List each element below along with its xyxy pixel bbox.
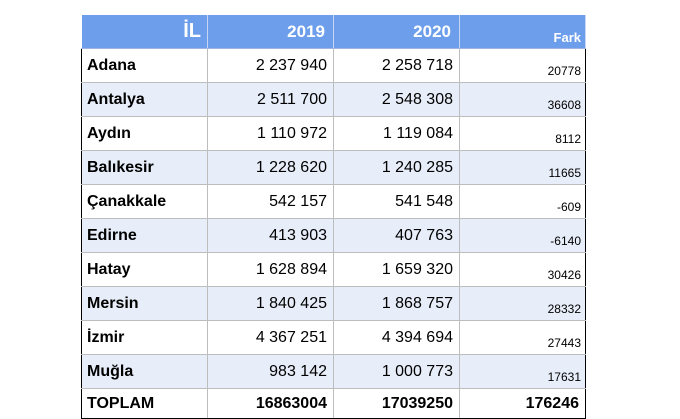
cell-2019[interactable]: 1 628 894 bbox=[207, 252, 334, 287]
cell-fark[interactable]: -609 bbox=[459, 184, 586, 219]
cell-2020[interactable]: 1 868 757 bbox=[333, 286, 460, 321]
table-row: Aydın 1 110 972 1 119 084 8112 bbox=[81, 116, 586, 151]
total-row: TOPLAM 16863004 17039250 176246 bbox=[81, 388, 586, 419]
cell-il[interactable]: Muğla bbox=[81, 354, 208, 389]
cell-fark[interactable]: 30426 bbox=[459, 252, 586, 287]
cell-2020[interactable]: 1 240 285 bbox=[333, 150, 460, 185]
cell-il[interactable]: Antalya bbox=[81, 82, 208, 117]
cell-2019[interactable]: 413 903 bbox=[207, 218, 334, 253]
table-row: Hatay 1 628 894 1 659 320 30426 bbox=[81, 252, 586, 287]
spreadsheet-table: İL 2019 2020 Fark Adana 2 237 940 2 258 … bbox=[81, 15, 586, 419]
total-label[interactable]: TOPLAM bbox=[81, 388, 208, 419]
cell-2020[interactable]: 4 394 694 bbox=[333, 320, 460, 355]
cell-2019[interactable]: 1 228 620 bbox=[207, 150, 334, 185]
header-il[interactable]: İL bbox=[81, 15, 208, 49]
cell-2020[interactable]: 1 119 084 bbox=[333, 116, 460, 151]
cell-2019[interactable]: 542 157 bbox=[207, 184, 334, 219]
cell-fark[interactable]: 27443 bbox=[459, 320, 586, 355]
table-row: Edirne 413 903 407 763 -6140 bbox=[81, 218, 586, 253]
cell-fark[interactable]: -6140 bbox=[459, 218, 586, 253]
cell-il[interactable]: Mersin bbox=[81, 286, 208, 321]
table-row: Muğla 983 142 1 000 773 17631 bbox=[81, 354, 586, 389]
table-row: Balıkesir 1 228 620 1 240 285 11665 bbox=[81, 150, 586, 185]
header-fark[interactable]: Fark bbox=[459, 15, 586, 49]
cell-fark[interactable]: 20778 bbox=[459, 48, 586, 83]
table-row: İzmir 4 367 251 4 394 694 27443 bbox=[81, 320, 586, 355]
cell-2020[interactable]: 541 548 bbox=[333, 184, 460, 219]
table-row: Çanakkale 542 157 541 548 -609 bbox=[81, 184, 586, 219]
cell-2020[interactable]: 2 258 718 bbox=[333, 48, 460, 83]
table-row: Adana 2 237 940 2 258 718 20778 bbox=[81, 48, 586, 83]
cell-2019[interactable]: 4 367 251 bbox=[207, 320, 334, 355]
header-2019[interactable]: 2019 bbox=[207, 15, 334, 49]
cell-fark[interactable]: 28332 bbox=[459, 286, 586, 321]
cell-2020[interactable]: 407 763 bbox=[333, 218, 460, 253]
cell-2019[interactable]: 2 511 700 bbox=[207, 82, 334, 117]
cell-fark[interactable]: 8112 bbox=[459, 116, 586, 151]
cell-2020[interactable]: 1 000 773 bbox=[333, 354, 460, 389]
population-table: İL 2019 2020 Fark Adana 2 237 940 2 258 … bbox=[81, 15, 586, 419]
table-row: Mersin 1 840 425 1 868 757 28332 bbox=[81, 286, 586, 321]
cell-2019[interactable]: 1 840 425 bbox=[207, 286, 334, 321]
header-row: İL 2019 2020 Fark bbox=[81, 15, 586, 49]
cell-2019[interactable]: 983 142 bbox=[207, 354, 334, 389]
header-2020[interactable]: 2020 bbox=[333, 15, 460, 49]
cell-il[interactable]: Edirne bbox=[81, 218, 208, 253]
cell-2019[interactable]: 1 110 972 bbox=[207, 116, 334, 151]
cell-fark[interactable]: 17631 bbox=[459, 354, 586, 389]
cell-il[interactable]: Adana bbox=[81, 48, 208, 83]
total-2020[interactable]: 17039250 bbox=[333, 388, 460, 419]
cell-il[interactable]: Balıkesir bbox=[81, 150, 208, 185]
cell-il[interactable]: İzmir bbox=[81, 320, 208, 355]
cell-fark[interactable]: 11665 bbox=[459, 150, 586, 185]
cell-2020[interactable]: 1 659 320 bbox=[333, 252, 460, 287]
cell-fark[interactable]: 36608 bbox=[459, 82, 586, 117]
cell-il[interactable]: Aydın bbox=[81, 116, 208, 151]
total-2019[interactable]: 16863004 bbox=[207, 388, 334, 419]
cell-il[interactable]: Çanakkale bbox=[81, 184, 208, 219]
cell-2020[interactable]: 2 548 308 bbox=[333, 82, 460, 117]
total-fark[interactable]: 176246 bbox=[459, 388, 586, 419]
table-row: Antalya 2 511 700 2 548 308 36608 bbox=[81, 82, 586, 117]
cell-2019[interactable]: 2 237 940 bbox=[207, 48, 334, 83]
cell-il[interactable]: Hatay bbox=[81, 252, 208, 287]
